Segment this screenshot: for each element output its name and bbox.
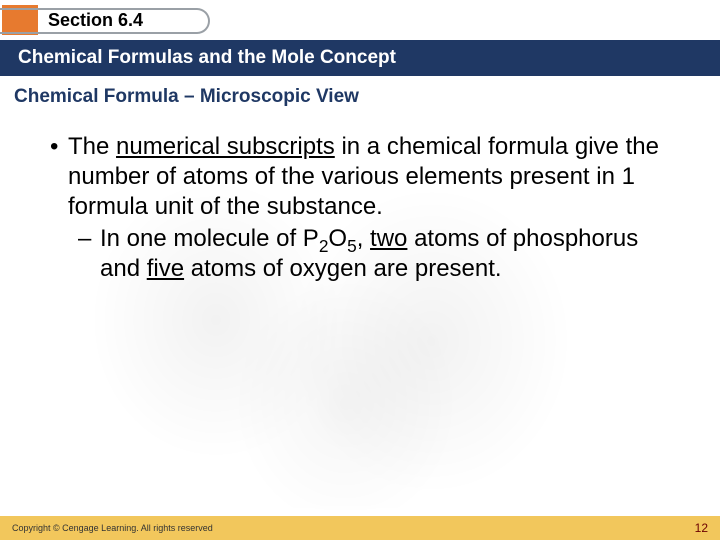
formula-o: O bbox=[328, 225, 347, 252]
dash-1-ul1: two bbox=[370, 225, 407, 252]
slide-title: Chemical Formulas and the Mole Concept bbox=[18, 47, 396, 69]
section-swatch bbox=[2, 5, 38, 35]
formula-sub-5: 5 bbox=[347, 236, 357, 256]
dash-1-mid1: , bbox=[357, 225, 370, 252]
dash-1: – In one molecule of P2O5, two atoms of … bbox=[78, 224, 680, 284]
section-label: Section 6.4 bbox=[48, 10, 143, 31]
dash-marker: – bbox=[78, 224, 100, 284]
dash-1-post: atoms of oxygen are present. bbox=[184, 255, 502, 282]
dash-1-text: In one molecule of P2O5, two atoms of ph… bbox=[100, 224, 680, 284]
slide: Section 6.4 Chemical Formulas and the Mo… bbox=[0, 0, 720, 540]
dash-1-pre: In one molecule of bbox=[100, 225, 303, 252]
bullet-1-underline: numerical subscripts bbox=[116, 133, 335, 160]
header: Section 6.4 bbox=[0, 0, 720, 40]
formula-sub-2: 2 bbox=[319, 236, 329, 256]
title-bar: Chemical Formulas and the Mole Concept bbox=[0, 40, 720, 76]
bullet-1-text: The numerical subscripts in a chemical f… bbox=[68, 132, 680, 222]
copyright-text: Copyright © Cengage Learning. All rights… bbox=[12, 523, 213, 533]
content-area: • The numerical subscripts in a chemical… bbox=[50, 132, 680, 284]
footer: Copyright © Cengage Learning. All rights… bbox=[0, 516, 720, 540]
bullet-1-pre: The bbox=[68, 133, 116, 160]
bullet-marker: • bbox=[50, 132, 68, 222]
formula-p: P bbox=[303, 225, 319, 252]
dash-1-ul2: five bbox=[147, 255, 184, 282]
page-number: 12 bbox=[695, 521, 708, 535]
bullet-1: • The numerical subscripts in a chemical… bbox=[50, 132, 680, 222]
